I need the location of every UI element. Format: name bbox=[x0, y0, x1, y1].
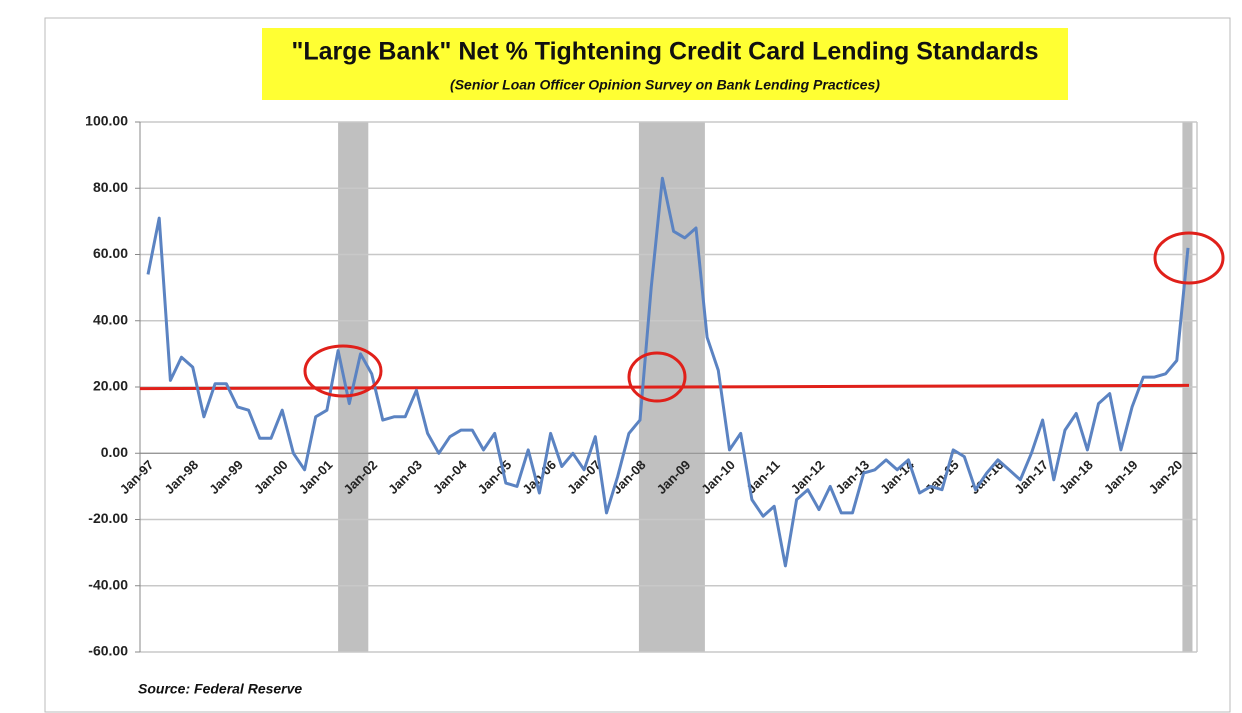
highlight-circle bbox=[303, 344, 383, 398]
title-box bbox=[262, 28, 1068, 100]
chart-frame bbox=[44, 17, 1231, 713]
y-tick-label: 0.00 bbox=[101, 444, 128, 460]
y-tick-label: 80.00 bbox=[93, 179, 128, 195]
y-tick-label: 20.00 bbox=[93, 378, 128, 394]
y-tick-label: -20.00 bbox=[88, 510, 128, 526]
y-tick-label: -40.00 bbox=[88, 576, 128, 592]
highlight-circle bbox=[627, 351, 687, 403]
source: Source: Federal Reserve bbox=[138, 681, 302, 697]
y-tick-label: 60.00 bbox=[93, 245, 128, 261]
data-line bbox=[146, 176, 1190, 568]
y-tick-label: 40.00 bbox=[93, 311, 128, 327]
chart-subtitle: (Senior Loan Officer Opinion Survey on B… bbox=[450, 77, 880, 93]
y-tick-label: -60.00 bbox=[88, 643, 128, 659]
chart-title: "Large Bank" Net % Tightening Credit Car… bbox=[292, 38, 1039, 66]
highlight-circle bbox=[1153, 231, 1225, 285]
y-tick-label: 100.00 bbox=[85, 113, 128, 129]
